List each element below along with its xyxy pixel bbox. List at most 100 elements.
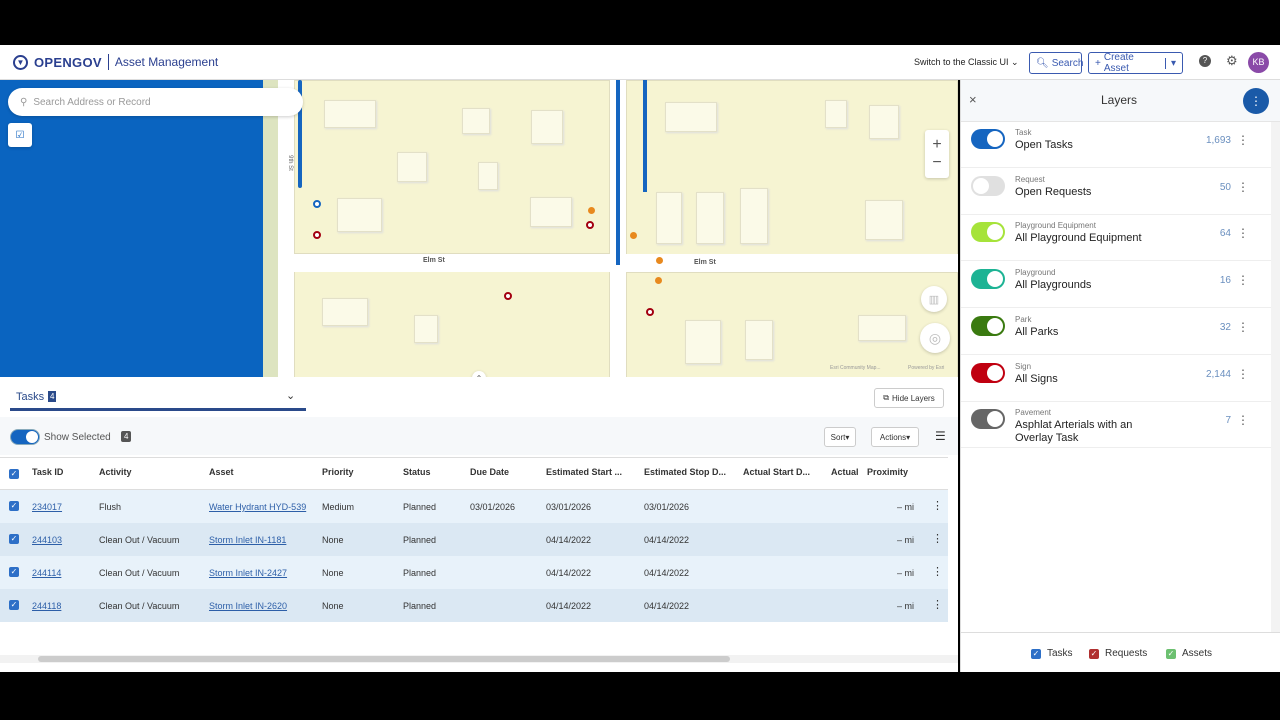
close-icon[interactable]: × <box>969 92 977 107</box>
layer-toggle[interactable] <box>971 175 1005 196</box>
zoom-in-button[interactable]: + <box>932 136 942 153</box>
map-marker[interactable] <box>586 221 594 229</box>
column-header[interactable]: Activity <box>99 467 132 477</box>
cell-status: Planned <box>403 601 437 611</box>
layer-menu-icon[interactable]: ⋮ <box>1237 133 1249 147</box>
row-menu-icon[interactable]: ⋮ <box>932 533 943 545</box>
collapse-panel-icon[interactable]: ⌃ <box>472 371 486 377</box>
column-header[interactable]: Estimated Stop D... <box>644 467 727 477</box>
list-view-icon[interactable]: ☰ <box>935 429 946 443</box>
vertical-scrollbar[interactable] <box>1271 122 1280 632</box>
map-marker[interactable] <box>313 231 321 239</box>
tasks-tab[interactable]: Tasks 4 ⌄ <box>10 387 306 411</box>
zoom-out-button[interactable]: − <box>932 154 942 171</box>
map-marker[interactable] <box>630 232 637 239</box>
create-asset-button[interactable]: + Create Asset ▾ <box>1088 52 1183 74</box>
column-header[interactable]: Actual <box>831 467 859 477</box>
gear-icon[interactable]: ⚙ <box>1226 53 1238 68</box>
map-marker[interactable] <box>504 292 512 300</box>
column-header[interactable]: Priority <box>322 467 354 477</box>
map-marker[interactable] <box>656 257 663 264</box>
layer-toggle[interactable] <box>971 315 1005 336</box>
locate-icon[interactable]: ◎ <box>920 323 950 353</box>
table-row[interactable]: ✓ 244118 Clean Out / Vacuum Storm Inlet IN-… <box>0 589 948 622</box>
layer-menu-icon[interactable]: ⋮ <box>1237 226 1249 241</box>
table-row[interactable]: ✓ 234017 Flush Water Hydrant HYD-539 Medium P… <box>0 490 948 523</box>
filter-checkbox[interactable]: ✓ Requests <box>1089 648 1147 659</box>
cell-id[interactable]: 234017 <box>32 502 63 512</box>
cell-id[interactable]: 244118 <box>32 601 62 611</box>
cell-due: 03/01/2026 <box>470 502 516 512</box>
layer-name: Asphlat Arterials with an Overlay Task <box>1015 419 1133 445</box>
hide-layers-button[interactable]: ⧉ Hide Layers <box>874 388 944 408</box>
show-selected-toggle[interactable] <box>10 429 40 445</box>
select-tool-icon[interactable]: ☑ <box>8 123 32 147</box>
divider <box>107 54 109 70</box>
layer-toggle[interactable] <box>971 222 1005 243</box>
column-header[interactable]: Due Date <box>470 467 510 477</box>
row-checkbox[interactable]: ✓ <box>9 567 19 577</box>
sort-button[interactable]: Sort ▾ <box>824 427 856 447</box>
layer-menu-icon[interactable]: ⋮ <box>1237 179 1249 194</box>
cell-asset[interactable]: Water Hydrant HYD-539 <box>209 502 307 512</box>
column-header[interactable]: Proximity <box>867 467 909 477</box>
layer-menu-icon[interactable]: ⋮ <box>1237 366 1249 381</box>
caret-down-icon[interactable]: ▾ <box>1164 57 1176 69</box>
actions-label: Actions <box>879 432 907 442</box>
layer-item: Playground All Playgrounds 16 ⋮ <box>961 262 1271 309</box>
filter-checkbox[interactable]: ✓ Assets <box>1166 648 1212 659</box>
map-marker[interactable] <box>313 200 321 208</box>
row-menu-icon[interactable]: ⋮ <box>932 500 943 512</box>
classic-ui-switch[interactable]: Switch to the Classic UI ⌄ <box>914 57 1019 68</box>
column-header[interactable]: Status <box>403 467 431 477</box>
filter-checkbox[interactable]: ✓ Tasks <box>1031 648 1073 659</box>
basemap-icon[interactable]: ▥ <box>921 286 947 312</box>
cell-id[interactable]: 244114 <box>32 568 62 578</box>
cell-activity: Flush <box>99 502 122 512</box>
chevron-down-icon[interactable]: ⌄ <box>286 390 296 402</box>
cell-est_stop: 03/01/2026 <box>644 502 690 512</box>
column-header[interactable]: Asset <box>209 467 234 477</box>
map-marker[interactable] <box>655 277 662 284</box>
search-button[interactable]: 🔍︎ Search <box>1029 52 1083 74</box>
cell-priority: None <box>322 601 344 611</box>
map-marker[interactable] <box>588 207 595 214</box>
column-header[interactable]: Estimated Start ... <box>546 467 623 477</box>
column-header[interactable]: Task ID <box>32 467 64 477</box>
row-menu-icon[interactable]: ⋮ <box>932 566 943 578</box>
layer-menu-icon[interactable]: ⋮ <box>1237 319 1249 334</box>
layers-panel: × Layers ⋮ Task Open Tasks 1,693 ⋮ Reque… <box>960 80 1280 672</box>
layers-menu-button[interactable]: ⋮ <box>1243 88 1269 114</box>
row-menu-icon[interactable]: ⋮ <box>932 599 943 611</box>
table-row[interactable]: ✓ 244103 Clean Out / Vacuum Storm Inlet IN-… <box>0 523 948 556</box>
help-icon[interactable]: ? <box>1199 55 1211 67</box>
row-checkbox[interactable]: ✓ <box>9 534 19 544</box>
logo[interactable]: ▼ OPENGOV Asset Management <box>13 54 218 70</box>
layer-toggle[interactable] <box>971 409 1005 430</box>
actions-button[interactable]: Actions ▾ <box>871 427 919 447</box>
layer-toggle[interactable] <box>971 269 1005 290</box>
horizontal-scrollbar[interactable] <box>0 655 958 663</box>
map-marker[interactable] <box>646 308 654 316</box>
layer-toggle[interactable] <box>971 362 1005 383</box>
column-header[interactable]: Actual Start D... <box>743 467 811 477</box>
cell-asset[interactable]: Storm Inlet IN-2427 <box>209 568 288 578</box>
map[interactable]: 9th St Elm St Elm St ⚲ Search Address or … <box>0 80 958 377</box>
cell-id[interactable]: 244103 <box>32 535 63 545</box>
layer-type: Request <box>1015 174 1045 184</box>
map-search-input[interactable]: ⚲ Search Address or Record <box>8 88 303 116</box>
row-checkbox[interactable]: ✓ <box>9 501 19 511</box>
cell-asset[interactable]: Storm Inlet IN-1181 <box>209 535 287 545</box>
avatar[interactable]: KB <box>1248 52 1269 73</box>
select-all-checkbox[interactable]: ✓ <box>9 469 19 479</box>
table-header: ✓ <box>0 457 948 490</box>
cell-asset[interactable]: Storm Inlet IN-2620 <box>209 601 288 611</box>
cell-est_start: 04/14/2022 <box>546 601 592 611</box>
layer-toggle[interactable] <box>971 129 1005 149</box>
tab-label: Tasks <box>16 391 45 403</box>
table-row[interactable]: ✓ 244114 Clean Out / Vacuum Storm Inlet IN-… <box>0 556 948 589</box>
row-checkbox[interactable]: ✓ <box>9 600 19 610</box>
layer-menu-icon[interactable]: ⋮ <box>1237 273 1249 288</box>
layer-menu-icon[interactable]: ⋮ <box>1237 413 1249 428</box>
layer-item: Sign All Signs 2,144 ⋮ <box>961 356 1271 402</box>
